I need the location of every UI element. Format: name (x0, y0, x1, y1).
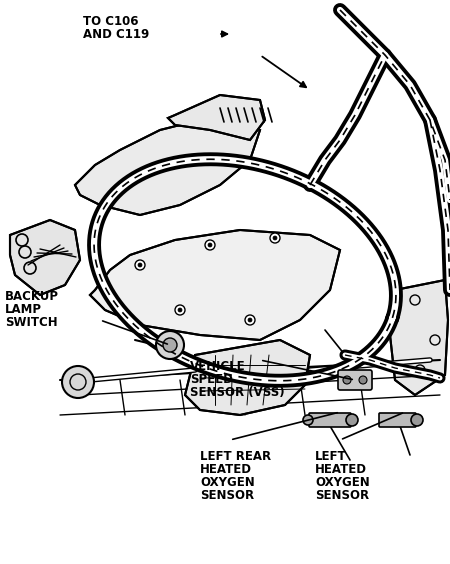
Circle shape (270, 233, 280, 243)
Circle shape (178, 308, 182, 312)
Text: LEFT REAR: LEFT REAR (200, 450, 271, 463)
Text: SENSOR (VSS): SENSOR (VSS) (190, 386, 284, 399)
Circle shape (205, 240, 215, 250)
Circle shape (411, 414, 423, 426)
FancyBboxPatch shape (379, 413, 416, 427)
Circle shape (245, 315, 255, 325)
Circle shape (163, 338, 177, 352)
Polygon shape (90, 230, 340, 340)
Circle shape (208, 243, 212, 247)
Circle shape (343, 376, 351, 384)
Circle shape (135, 260, 145, 270)
Text: LAMP: LAMP (5, 303, 42, 316)
Text: BACKUP: BACKUP (5, 290, 59, 303)
Polygon shape (75, 115, 260, 215)
Text: SWITCH: SWITCH (5, 316, 58, 329)
FancyBboxPatch shape (338, 370, 372, 390)
Polygon shape (10, 220, 80, 295)
Circle shape (248, 318, 252, 322)
Text: AND C119: AND C119 (83, 28, 149, 41)
Circle shape (156, 331, 184, 359)
Polygon shape (185, 340, 310, 415)
Circle shape (359, 376, 367, 384)
Text: HEATED: HEATED (315, 463, 367, 476)
Polygon shape (168, 95, 265, 140)
Circle shape (346, 414, 358, 426)
Circle shape (273, 236, 277, 240)
Text: SPEED: SPEED (190, 373, 233, 386)
Text: VEHICLE: VEHICLE (190, 360, 246, 373)
Text: TO C106: TO C106 (83, 15, 139, 28)
Text: LEFT: LEFT (315, 450, 346, 463)
Circle shape (62, 366, 94, 398)
Text: HEATED: HEATED (200, 463, 252, 476)
Circle shape (303, 415, 313, 425)
Polygon shape (390, 280, 448, 395)
Text: SENSOR: SENSOR (200, 489, 254, 502)
Text: OXYGEN: OXYGEN (315, 476, 370, 489)
Text: SENSOR: SENSOR (315, 489, 369, 502)
FancyBboxPatch shape (309, 413, 351, 427)
Circle shape (175, 305, 185, 315)
Circle shape (138, 263, 142, 267)
Text: OXYGEN: OXYGEN (200, 476, 255, 489)
